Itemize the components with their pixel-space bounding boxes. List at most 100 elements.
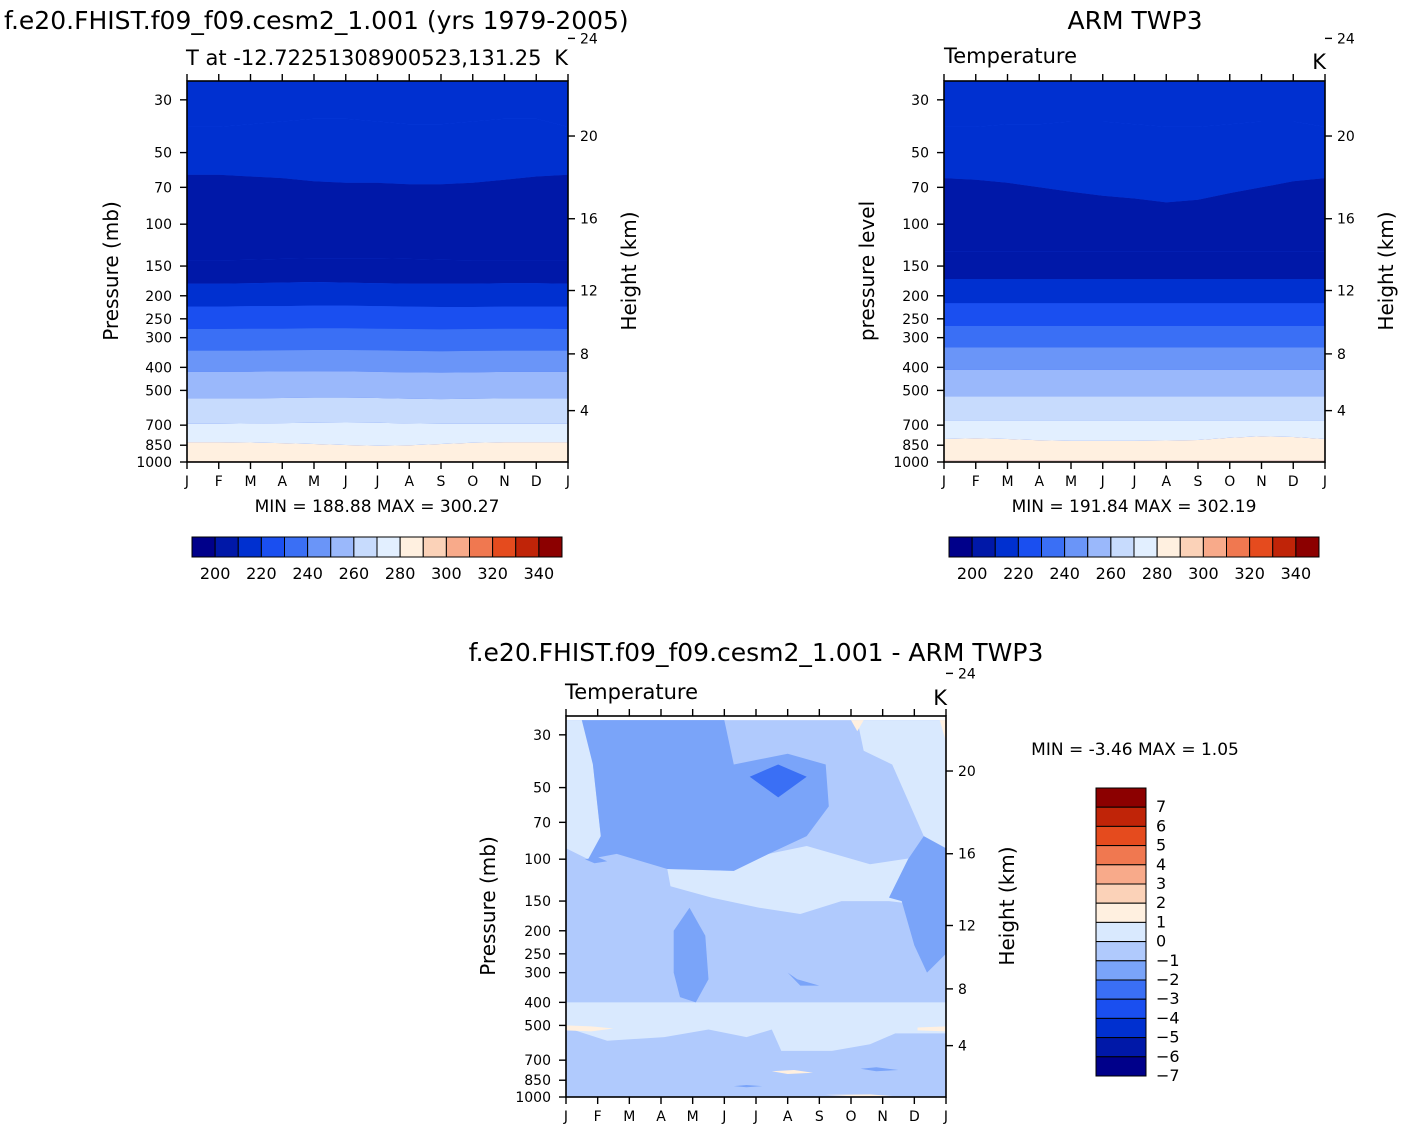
y-tick-label: 150 xyxy=(524,894,551,910)
height-tick-label: 16 xyxy=(958,847,976,863)
x-tick-label: A xyxy=(656,1109,666,1125)
x-tick-label: M xyxy=(308,474,320,490)
x-tick-label: D xyxy=(531,474,542,490)
contour-band xyxy=(187,174,568,261)
panel-obs-contours xyxy=(944,81,1325,462)
x-tick-label: F xyxy=(972,474,980,490)
x-tick-label: D xyxy=(1288,474,1299,490)
height-tick-label: 12 xyxy=(1337,284,1355,300)
panel-obs-ylabel: pressure level xyxy=(855,201,879,341)
colorbar-box xyxy=(1095,960,1147,981)
colorbar-label: 200 xyxy=(200,564,231,583)
height-tick-label: 24 xyxy=(580,31,598,47)
contour-region xyxy=(917,1026,946,1032)
panel-obs: ARM TWP3 Temperature K J F M A M J J A S O N D J 30 5… xyxy=(855,6,1398,583)
x-tick-label: J xyxy=(753,1109,758,1125)
y-tick-label: 50 xyxy=(154,146,172,162)
contour-region xyxy=(860,1067,899,1072)
contour-band xyxy=(187,258,568,284)
colorbar-box xyxy=(1202,536,1227,558)
colorbar-box xyxy=(1249,536,1274,558)
contour-region xyxy=(771,1070,813,1074)
y-tick-label: 400 xyxy=(524,995,551,1011)
y-tick-label: 400 xyxy=(145,360,172,376)
panel-obs-height-ticks: 4 8 12 16 20 24 xyxy=(1325,31,1355,420)
y-tick-label: 200 xyxy=(145,289,172,305)
panel-model-contours xyxy=(187,81,568,462)
colorbar-box xyxy=(1087,536,1112,558)
height-tick-label: 8 xyxy=(958,982,967,998)
x-tick-label: N xyxy=(499,474,509,490)
colorbar-box xyxy=(376,536,401,558)
contour-region xyxy=(825,1094,893,1097)
x-tick-label: M xyxy=(1001,474,1013,490)
y-tick-label: 1000 xyxy=(515,1090,551,1106)
colorbar-label: 320 xyxy=(1234,564,1265,583)
x-tick-label: S xyxy=(815,1109,824,1125)
panel-diff-left-subtitle: Temperature xyxy=(564,680,698,704)
colorbar-label: −7 xyxy=(1156,1066,1180,1085)
colorbar-box xyxy=(1064,536,1089,558)
contour-band xyxy=(944,347,1325,370)
panel-obs-left-subtitle: Temperature xyxy=(943,44,1077,68)
colorbar-label: 6 xyxy=(1156,816,1166,835)
x-tick-label: J xyxy=(563,1109,568,1125)
colorbar-label: 340 xyxy=(524,564,555,583)
x-tick-label: J xyxy=(1322,474,1327,490)
x-tick-label: J xyxy=(184,474,189,490)
panel-obs-title: ARM TWP3 xyxy=(1068,6,1203,35)
height-tick-label: 20 xyxy=(580,129,598,145)
panel-diff-ylabel2: Height (km) xyxy=(995,846,1019,965)
contour-band xyxy=(944,81,1325,127)
y-tick-label: 500 xyxy=(524,1018,551,1034)
colorbar-box xyxy=(1095,787,1147,808)
y-tick-label: 250 xyxy=(145,312,172,328)
colorbar-box xyxy=(1095,825,1147,847)
colorbar-box xyxy=(469,536,494,558)
panel-obs-colorbar: 200 220 240 260 280 300 320 340 xyxy=(948,536,1320,583)
height-tick-label: 4 xyxy=(1337,404,1346,420)
colorbar-box xyxy=(330,536,355,558)
contour-band xyxy=(944,326,1325,348)
colorbar-label: −3 xyxy=(1156,989,1180,1008)
panel-model-height-ticks: 4 8 12 16 20 24 xyxy=(568,31,598,420)
y-tick-label: 250 xyxy=(902,312,929,328)
colorbar-box xyxy=(1133,536,1158,558)
colorbar-box xyxy=(1110,536,1135,558)
colorbar-box xyxy=(1095,1037,1147,1058)
colorbar-label: 0 xyxy=(1156,932,1166,951)
contour-band xyxy=(944,178,1325,252)
colorbar-label: 240 xyxy=(1049,564,1080,583)
colorbar-label: −2 xyxy=(1156,970,1180,989)
panel-diff-units: K xyxy=(933,686,948,710)
panel-diff-ylabel: Pressure (mb) xyxy=(476,836,500,976)
x-tick-label: A xyxy=(1034,474,1044,490)
panel-diff-contours xyxy=(566,720,946,1097)
colorbar-box xyxy=(1295,536,1320,558)
x-tick-label: A xyxy=(783,1109,793,1125)
colorbar-box xyxy=(1017,536,1042,558)
colorbar-box xyxy=(422,536,447,558)
x-tick-label: O xyxy=(1224,474,1235,490)
x-tick-label: J xyxy=(374,474,379,490)
height-tick-label: 16 xyxy=(1337,212,1355,228)
contour-band xyxy=(187,282,568,307)
height-tick-label: 4 xyxy=(958,1039,967,1055)
height-tick-label: 4 xyxy=(580,404,589,420)
x-tick-label: F xyxy=(215,474,223,490)
colorbar-box xyxy=(191,536,216,558)
contour-band xyxy=(944,420,1325,441)
x-tick-label: M xyxy=(623,1109,635,1125)
y-tick-label: 500 xyxy=(902,383,929,399)
colorbar-box xyxy=(214,536,239,558)
contour-region xyxy=(939,720,946,742)
contour-band xyxy=(187,118,568,185)
height-tick-label: 12 xyxy=(958,919,976,935)
panel-model-units: K xyxy=(554,46,569,70)
y-tick-label: 150 xyxy=(902,259,929,275)
colorbar-label: 1 xyxy=(1156,912,1166,931)
contour-region xyxy=(667,846,946,914)
y-tick-label: 30 xyxy=(533,728,551,744)
colorbar-label: 200 xyxy=(957,564,988,583)
